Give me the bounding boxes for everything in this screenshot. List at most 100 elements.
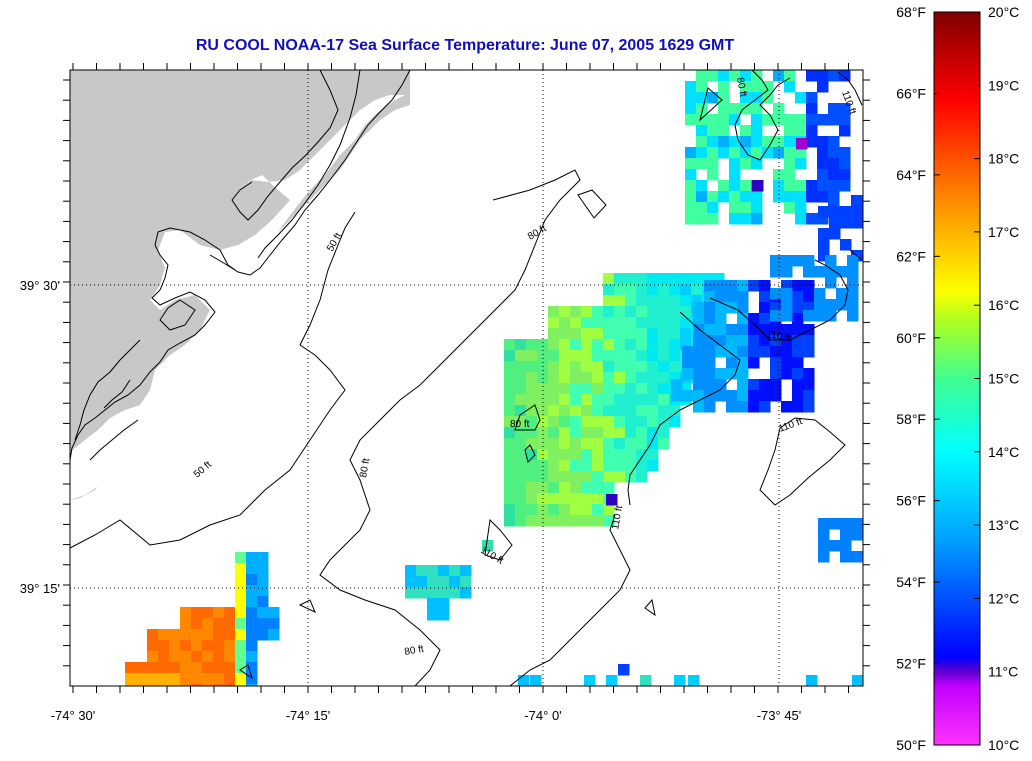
- sst-pixel: [235, 640, 247, 652]
- isobath-label: 50 ft: [325, 231, 344, 254]
- sst-pixel: [257, 563, 269, 575]
- sst-pixel: [784, 202, 796, 214]
- sst-pixel: [559, 350, 571, 362]
- sst-pixel: [795, 191, 807, 203]
- sst-pixel: [548, 438, 560, 450]
- sst-pixel: [792, 390, 804, 402]
- sst-pixel: [847, 299, 859, 311]
- sst-pixel: [235, 651, 247, 663]
- colorbar-c-label: 17°C: [988, 224, 1019, 240]
- sst-pixel: [806, 675, 818, 686]
- sst-pixel: [235, 574, 247, 586]
- sst-pixel: [235, 684, 247, 686]
- sst-pixel: [603, 273, 615, 285]
- sst-pixel: [603, 295, 615, 307]
- sst-pixel: [640, 675, 652, 686]
- sst-pixel: [147, 673, 159, 685]
- sst-pixel: [603, 350, 615, 362]
- sst-pixel: [625, 449, 637, 461]
- sst-pixel: [704, 313, 716, 325]
- sst-pixel: [581, 339, 593, 351]
- sst-pixel: [581, 405, 593, 417]
- sst-pixel: [740, 180, 752, 192]
- sst-pixel: [817, 158, 829, 170]
- sst-pixel: [581, 460, 593, 472]
- sst-pixel: [707, 202, 719, 214]
- sst-pixel: [125, 684, 137, 686]
- sst-pixel: [715, 346, 727, 358]
- sst-pixel: [548, 394, 560, 406]
- colorbar-c-label: 18°C: [988, 151, 1019, 167]
- sst-pixel: [762, 114, 774, 126]
- sst-pixel: [224, 662, 236, 674]
- sst-pixel: [704, 346, 716, 358]
- sst-pixel: [515, 438, 527, 450]
- sst-pixel: [718, 180, 730, 192]
- sst-pixel: [748, 379, 760, 391]
- sst-pixel: [625, 273, 637, 285]
- sst-pixel: [847, 266, 859, 278]
- sst-pixel: [682, 357, 694, 369]
- sst-pixel: [770, 368, 782, 380]
- sst-pixel: [862, 551, 863, 563]
- sst-pixel: [614, 427, 626, 439]
- sst-pixel: [737, 368, 749, 380]
- sst-pixel: [781, 335, 793, 347]
- sst-pixel: [592, 438, 604, 450]
- sst-pixel: [691, 295, 703, 307]
- sst-pixel: [828, 169, 840, 181]
- map-title: RU COOL NOAA-17 Sea Surface Temperature:…: [195, 37, 735, 54]
- sst-pixel: [784, 114, 796, 126]
- sst-pixel: [770, 357, 782, 369]
- sst-pixel: [862, 529, 863, 541]
- sst-pixel: [559, 405, 571, 417]
- sst-pixel: [707, 125, 719, 137]
- sst-pixel: [669, 339, 681, 351]
- sst-pixel: [581, 515, 593, 527]
- isobath-label: 110 ft: [610, 504, 625, 530]
- sst-pixel: [658, 350, 670, 362]
- isobath-label: 50 ft: [192, 459, 214, 480]
- sst-pixel: [737, 302, 749, 314]
- sst-pixel: [762, 136, 774, 148]
- sst-pixel: [548, 482, 560, 494]
- sst-pixel: [792, 324, 804, 336]
- sst-pixel: [235, 596, 247, 608]
- sst-pixel: [559, 427, 571, 439]
- sst-pixel: [235, 662, 247, 674]
- sst-pixel: [647, 405, 659, 417]
- sst-pixel: [504, 471, 516, 483]
- sst-pixel: [570, 504, 582, 516]
- sst-pixel: [759, 324, 771, 336]
- colorbar-f-label: 66°F: [896, 85, 926, 101]
- sst-pixel: [614, 328, 626, 340]
- sst-pixel: [851, 551, 863, 563]
- sst-pixel: [647, 295, 659, 307]
- sst-pixel: [438, 609, 450, 621]
- sst-pixel: [696, 213, 708, 225]
- sst-pixel: [806, 213, 818, 225]
- sst-pixel: [803, 324, 815, 336]
- colorbar-f-label: 58°F: [896, 411, 926, 427]
- sst-pixel: [839, 114, 851, 126]
- sst-pixel: [515, 350, 527, 362]
- sst-pixel: [614, 339, 626, 351]
- sst-pixel: [828, 158, 840, 170]
- sst-pixel: [814, 310, 826, 322]
- sst-pixel: [696, 158, 708, 170]
- sst-pixel: [784, 180, 796, 192]
- sst-pixel: [792, 313, 804, 325]
- sst-pixel: [817, 81, 829, 93]
- sst-pixel: [729, 191, 741, 203]
- sst-pixel: [537, 372, 549, 384]
- sst-pixel: [570, 361, 582, 373]
- sst-pixel: [696, 125, 708, 137]
- sst-pixel: [257, 574, 269, 586]
- sst-pixel: [669, 306, 681, 318]
- sst-pixel: [839, 147, 851, 159]
- sst-pixel: [246, 684, 258, 686]
- sst-pixel: [759, 302, 771, 314]
- colorbar: 68°F 66°F 64°F 62°F 60°F 58°F 56°F 54°F 52°F 50°F…: [896, 4, 1019, 753]
- sst-pixel: [781, 368, 793, 380]
- sst-pixel: [618, 664, 630, 676]
